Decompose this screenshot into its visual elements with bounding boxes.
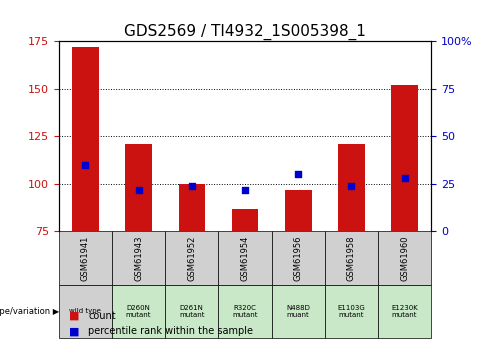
Text: GSM61956: GSM61956 xyxy=(294,235,303,281)
Text: E1230K
mutant: E1230K mutant xyxy=(391,305,418,318)
Bar xyxy=(125,144,152,231)
Text: R320C
mutant: R320C mutant xyxy=(232,305,258,318)
Text: ■: ■ xyxy=(69,311,79,321)
Bar xyxy=(271,285,325,338)
Bar xyxy=(232,208,258,231)
Text: N488D
muant: N488D muant xyxy=(286,305,310,318)
Bar xyxy=(165,231,219,285)
Text: GSM61960: GSM61960 xyxy=(400,235,409,281)
Bar xyxy=(219,231,271,285)
Bar xyxy=(325,285,378,338)
Text: GSM61954: GSM61954 xyxy=(241,235,249,281)
Point xyxy=(347,183,355,188)
Point xyxy=(294,171,302,177)
Point xyxy=(81,162,89,168)
Bar xyxy=(59,231,112,285)
Bar xyxy=(338,144,365,231)
Bar xyxy=(112,231,165,285)
Text: GSM61941: GSM61941 xyxy=(81,235,90,281)
Point xyxy=(135,187,143,192)
Point xyxy=(188,183,196,188)
Bar xyxy=(285,189,312,231)
Bar xyxy=(178,184,205,231)
Text: count: count xyxy=(88,311,116,321)
Text: GSM61958: GSM61958 xyxy=(347,235,356,281)
Bar xyxy=(165,285,219,338)
Text: genotype/variation ▶: genotype/variation ▶ xyxy=(0,307,59,316)
Bar xyxy=(219,285,271,338)
Text: GSM61952: GSM61952 xyxy=(187,235,196,281)
Text: ■: ■ xyxy=(69,326,79,336)
Text: D261N
mutant: D261N mutant xyxy=(179,305,204,318)
Bar xyxy=(72,47,98,231)
Text: GSM61943: GSM61943 xyxy=(134,235,143,281)
Bar xyxy=(378,231,431,285)
Bar xyxy=(271,231,325,285)
Title: GDS2569 / TI4932_1S005398_1: GDS2569 / TI4932_1S005398_1 xyxy=(124,24,366,40)
Bar xyxy=(59,285,112,338)
Point xyxy=(241,187,249,192)
Bar xyxy=(112,285,165,338)
Text: D260N
mutant: D260N mutant xyxy=(126,305,151,318)
Bar xyxy=(378,285,431,338)
Point xyxy=(401,175,409,181)
Bar xyxy=(392,85,418,231)
Text: percentile rank within the sample: percentile rank within the sample xyxy=(88,326,253,336)
Text: wild type: wild type xyxy=(70,308,101,314)
Text: E1103G
mutant: E1103G mutant xyxy=(338,305,365,318)
Bar xyxy=(325,231,378,285)
